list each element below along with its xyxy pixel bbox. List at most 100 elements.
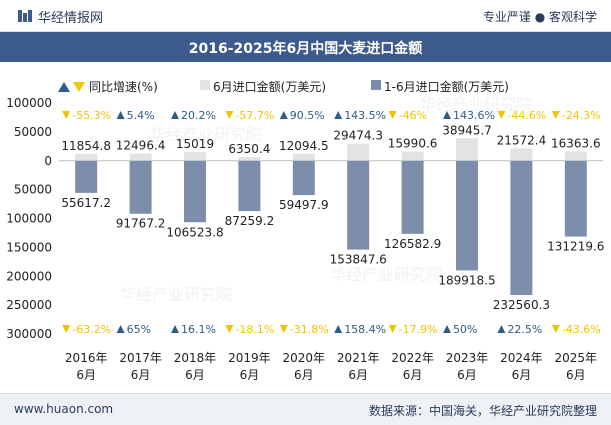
growth-cumulative-label: 65%: [127, 323, 151, 336]
june-value-label: 12496.4: [116, 139, 166, 153]
y-tick-label: 50000: [14, 125, 52, 139]
x-tick-label: 2022年: [391, 351, 434, 365]
growth-down-triangle-icon: [225, 111, 234, 119]
watermark-text: 华经产业研究院: [330, 265, 442, 284]
growth-up-triangle-icon: [116, 325, 125, 333]
growth-june-label: -24.3%: [562, 109, 601, 122]
growth-june-label: 90.5%: [290, 109, 325, 122]
cumulative-value-label: 189918.5: [438, 273, 495, 287]
cumulative-value-label: 232560.3: [493, 298, 550, 312]
top-bar: 华经情报网 专业严谨 ● 客观科学: [0, 0, 611, 32]
june-value-label: 11854.8: [61, 139, 111, 153]
watermark-text: 华经产业研究院: [150, 125, 262, 144]
june-bar: [564, 151, 587, 161]
x-tick-label: 6月: [348, 368, 368, 382]
growth-down-triangle-icon: [497, 111, 506, 119]
x-tick-label: 2018年: [174, 351, 217, 365]
growth-down-triangle-icon: [388, 111, 397, 119]
x-tick-label: 2023年: [446, 351, 489, 365]
june-bar: [347, 143, 370, 161]
growth-cumulative-label: -18.1%: [235, 323, 274, 336]
chart-svg: 同比增速(%) 6月进口金额(万美元) 1-6月进口金额(万美元) 华经产业研究…: [6, 79, 604, 382]
june-value-label: 12094.5: [279, 139, 329, 153]
x-tick-label: 6月: [131, 368, 151, 382]
cumulative-value-label: 106523.8: [166, 225, 223, 239]
growth-june-label: -55.3%: [72, 109, 111, 122]
x-tick-label: 6月: [512, 368, 532, 382]
cumulative-value-label: 59497.9: [279, 198, 329, 212]
footer-source: 数据来源：中国海关，华经产业研究院整理: [368, 404, 597, 418]
x-tick-label: 2025年: [555, 351, 598, 365]
june-value-label: 15990.6: [388, 137, 438, 151]
cumulative-value-label: 126582.9: [384, 237, 441, 251]
growth-june-label: -44.6%: [507, 109, 546, 122]
growth-up-triangle-icon: [334, 111, 343, 119]
june-bar: [401, 151, 424, 161]
june-value-label: 21572.4: [497, 133, 547, 147]
legend-growth-label: 同比增速(%): [89, 80, 158, 94]
cumulative-bar: [510, 160, 533, 296]
growth-down-triangle-icon: [62, 111, 71, 119]
growth-june-label: -57.7%: [235, 109, 274, 122]
watermark-text: 华经产业研究院: [120, 285, 232, 304]
cumulative-bar: [564, 160, 587, 237]
cumulative-bar: [75, 160, 98, 193]
growth-down-triangle-icon: [551, 325, 560, 333]
growth-cumulative-label: 16.1%: [181, 323, 216, 336]
cumulative-value-label: 87259.2: [225, 214, 275, 228]
x-tick-label: 2019年: [228, 351, 271, 365]
june-value-label: 15019: [176, 137, 214, 151]
june-value-label: 6350.4: [228, 142, 270, 156]
legend-cumulative-swatch: [371, 80, 381, 90]
brand-name: 华经情报网: [38, 11, 104, 26]
june-bar: [75, 153, 98, 161]
watermarks: 华经产业研究院 华经产业研究院 华经产业研究院 华经产业研究院: [120, 95, 532, 304]
x-tick-label: 6月: [566, 368, 586, 382]
growth-down-triangle-icon: [62, 325, 71, 333]
chart-title: 2016-2025年6月中国大麦进口金额: [188, 41, 423, 57]
growth-up-triangle-icon: [171, 325, 179, 333]
june-bar: [510, 148, 533, 161]
growth-down-triangle-icon: [551, 111, 560, 119]
legend-cumulative-label: 1-6月进口金额(万美元): [384, 79, 509, 94]
title-bar: 2016-2025年6月中国大麦进口金额: [0, 32, 611, 62]
x-tick-label: 2020年: [283, 351, 326, 365]
cumulative-bar: [401, 160, 424, 234]
growth-june-label: -46%: [399, 109, 427, 122]
growth-down-triangle-icon: [225, 325, 234, 333]
y-tick-label: 150000: [6, 240, 52, 254]
legend-down-triangle-icon: [73, 82, 85, 92]
growth-june-label: 143.6%: [453, 109, 495, 122]
growth-down-triangle-icon: [388, 325, 397, 333]
legend-june-label: 6月进口金额(万美元): [213, 79, 326, 94]
y-tick-label: 100000: [6, 96, 52, 110]
y-tick-label: 50000: [14, 183, 52, 197]
cumulative-bar: [238, 160, 261, 212]
cumulative-bar: [129, 160, 152, 214]
growth-cumulative-label: 50%: [453, 323, 477, 336]
y-tick-label: 300000: [6, 327, 52, 341]
cumulative-bar: [292, 160, 315, 196]
growth-cumulative-label: -63.2%: [72, 323, 111, 336]
growth-up-triangle-icon: [116, 111, 125, 119]
x-tick-label: 6月: [457, 368, 477, 382]
growth-cumulative-label: -17.9%: [399, 323, 438, 336]
plot-area: 100000 50000 0 50000 100000 150000 200000 25000…: [6, 96, 604, 382]
growth-up-triangle-icon: [497, 325, 506, 333]
growth-june-label: 20.2%: [181, 109, 216, 122]
watermark-text: 华经产业研究院: [420, 95, 532, 114]
y-tick-label: 0: [44, 154, 52, 168]
footer-bar: www.huaon.com 数据来源：中国海关，华经产业研究院整理: [0, 393, 611, 425]
cumulative-value-label: 131219.6: [547, 240, 604, 254]
june-value-label: 16363.6: [551, 136, 601, 150]
growth-up-triangle-icon: [334, 325, 343, 333]
legend: 同比增速(%) 6月进口金额(万美元) 1-6月进口金额(万美元): [58, 79, 509, 94]
legend-up-triangle-icon: [58, 82, 70, 92]
x-tick-label: 6月: [240, 368, 260, 382]
growth-up-triangle-icon: [279, 111, 288, 119]
growth-up-triangle-icon: [443, 325, 451, 333]
growth-up-triangle-icon: [171, 111, 179, 119]
june-value-label: 29474.3: [333, 129, 383, 143]
cumulative-value-label: 55617.2: [61, 196, 111, 210]
